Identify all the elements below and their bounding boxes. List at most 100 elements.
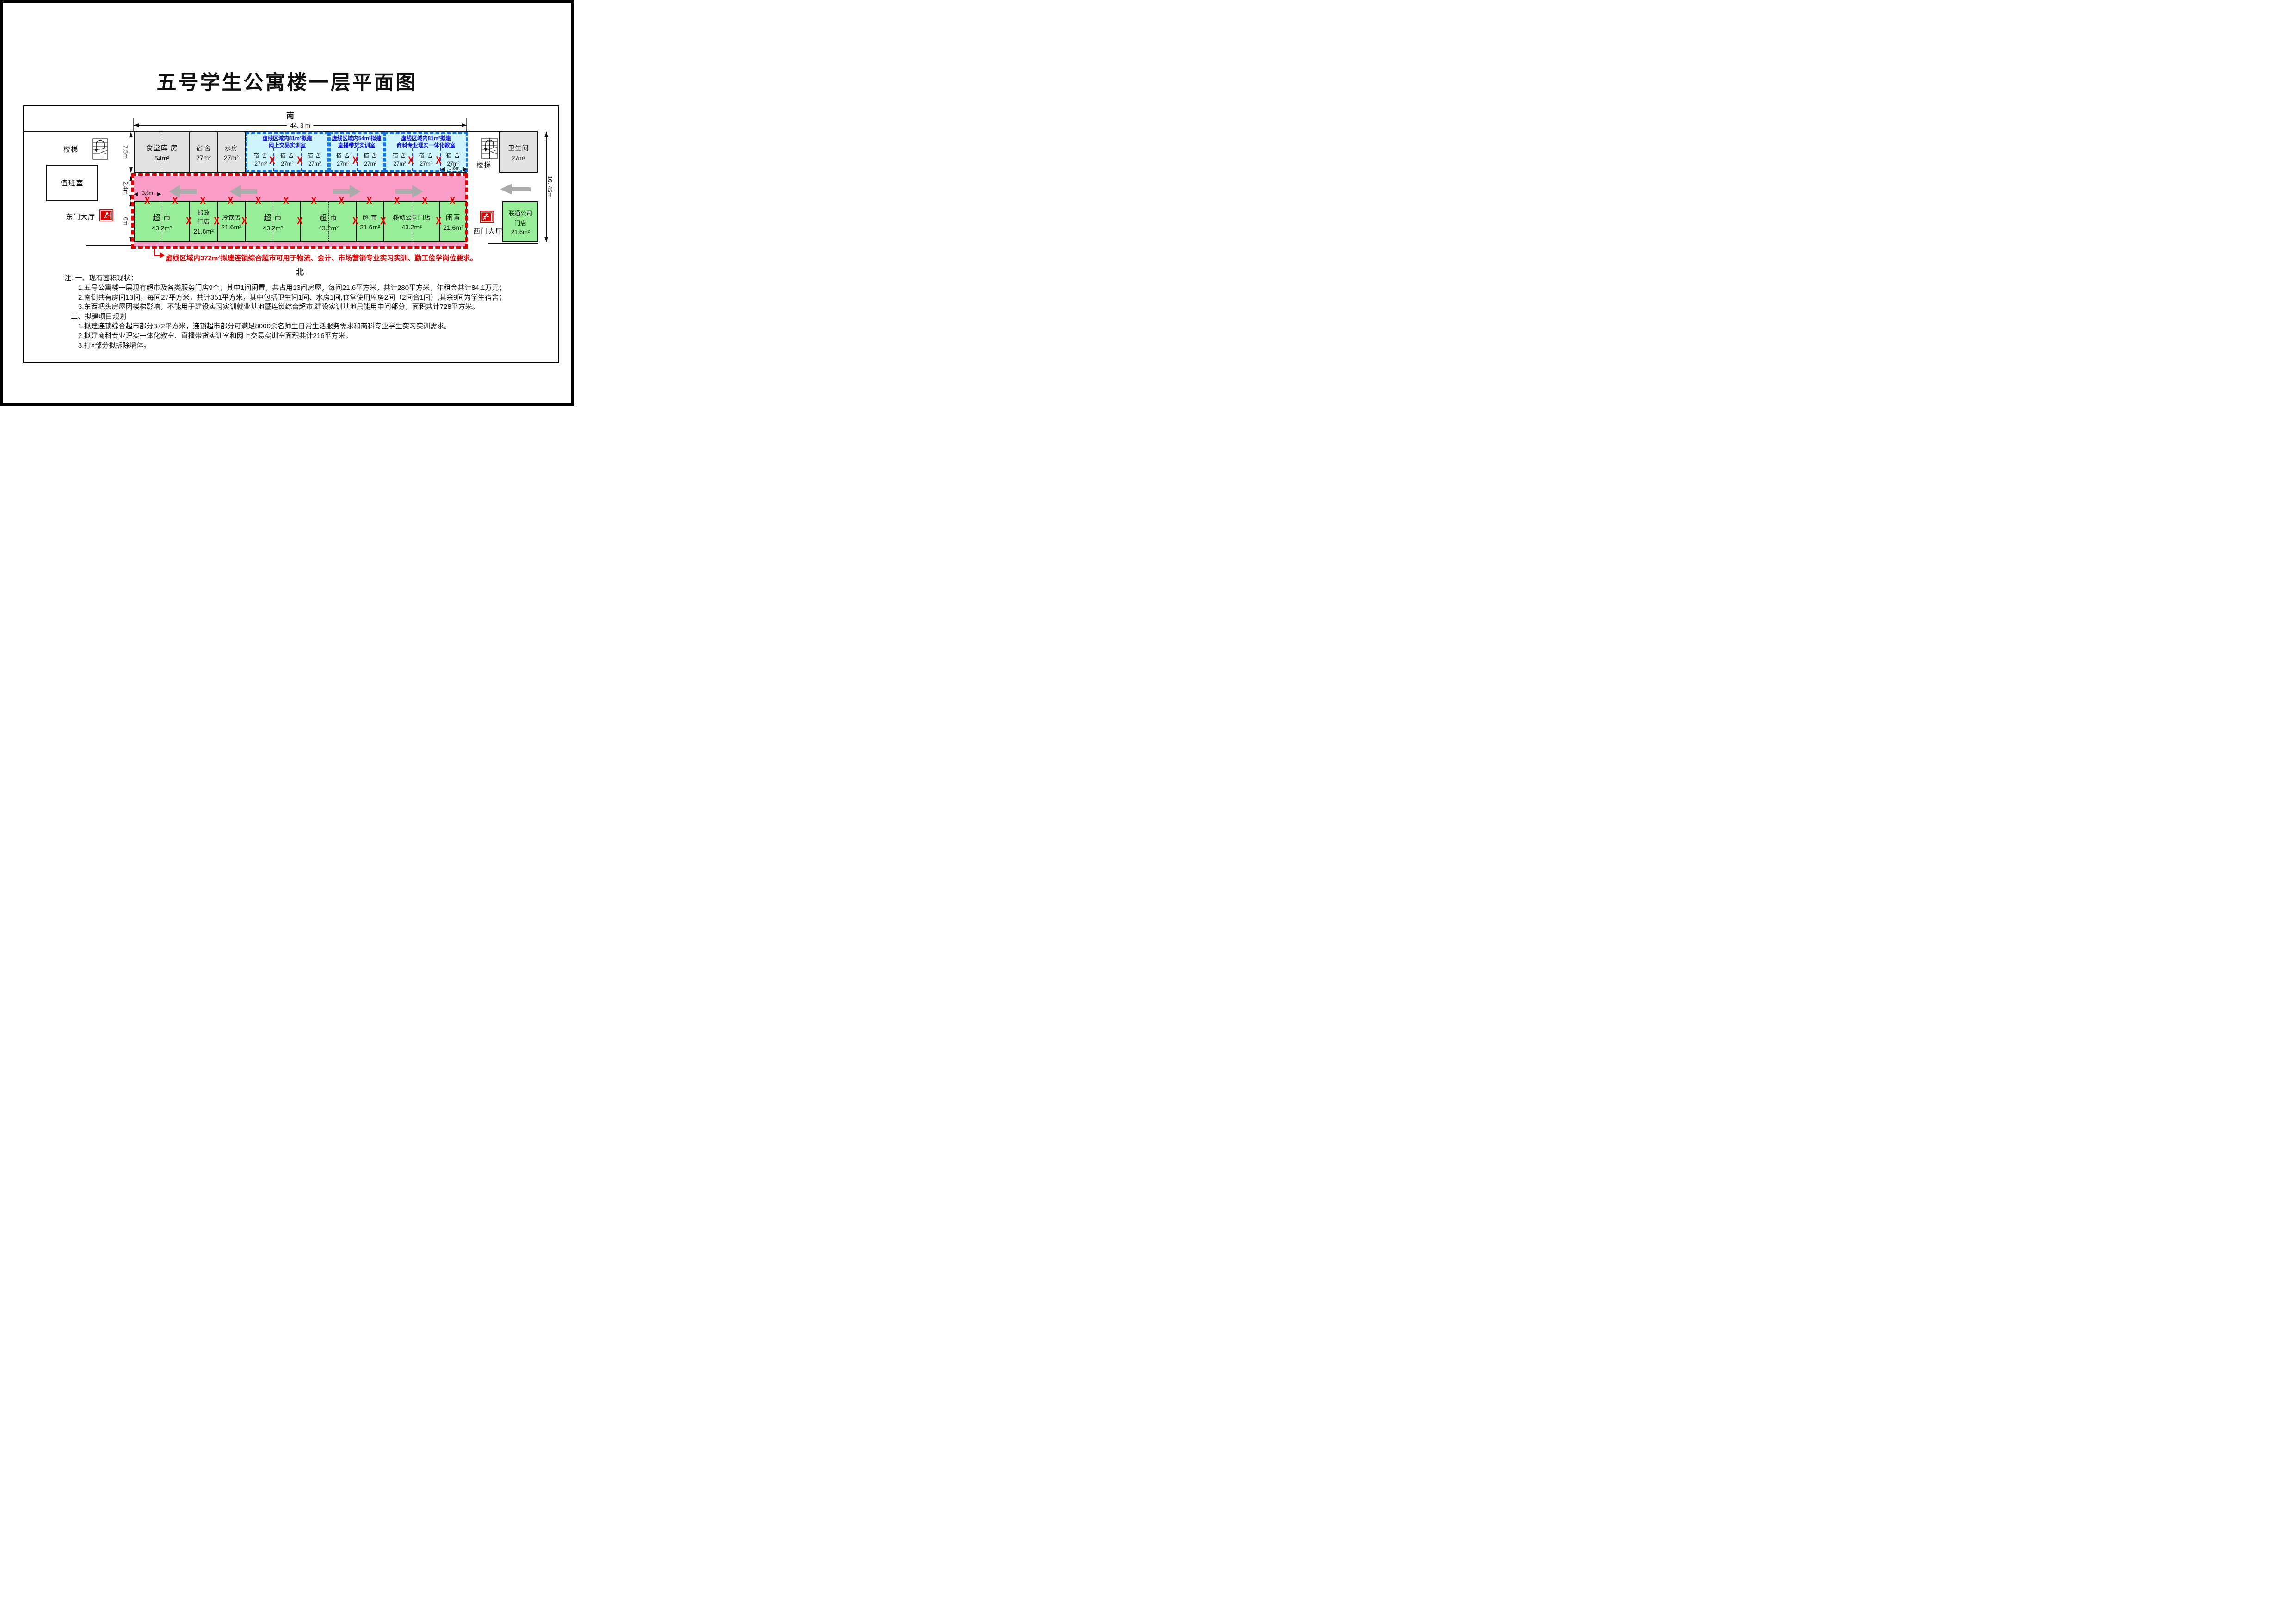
compass-south-label: 南 [286, 111, 294, 120]
dorm-room: 宿 舍 27m² [363, 152, 378, 167]
demolish-x-marker: X [172, 195, 178, 206]
shop-supermarket-1: 超 市 43.2m² [135, 202, 190, 241]
notes-line: 3.打×部分拟拆除墙体。 [78, 341, 151, 350]
stairs-icon [92, 138, 108, 160]
dimension-total-width-label: 44. 3 m [287, 122, 314, 129]
stairs-icon [481, 138, 498, 159]
demolish-x-marker: X [214, 215, 220, 227]
zone-label-line2: 商科专业理实一体化教室 [396, 142, 456, 148]
dorm-room: 宿 舍 27m² [253, 152, 268, 167]
demolish-x-marker: X [394, 195, 400, 206]
demolish-x-marker: X [186, 215, 192, 227]
toilet-area: 27m² [512, 154, 525, 161]
floor-plan-page: 五号学生公寓楼一层平面图 南 北 44. 3 m 7.5m 2.4m 6m 16… [0, 0, 574, 406]
proposed-supermarket-annotation: 虚线区域内372m²拟建连锁综合超市可用于物流、会计、市场营销专业实习实训、勤工… [166, 254, 477, 262]
shop-supermarket-4: 超 市 21.6m² [357, 202, 384, 241]
notes-line: 注: 一、现有面积现状： [64, 274, 138, 282]
toilet-label: 卫生间 [508, 144, 529, 152]
demolish-x-marker: X [380, 215, 386, 227]
south-room-row: 食堂库 房 54m² 宿 舍 27m² 水房 27m² 虚线区域内81m²拟建 … [134, 131, 468, 173]
shop-vacant: 闲置 21.6m² [443, 213, 463, 231]
room-water-room: 水房 27m² [218, 132, 246, 172]
notes-line: 1.拟建连锁综合超市部分372平方米，连锁超市部分可满足8000余名师生日常生活… [78, 322, 451, 330]
east-stairs-label: 楼梯 [63, 146, 79, 154]
notes-line: 1.五号公寓楼一层现有超市及各类服务门店9个，其中1间闲置，共占用13间房屋，每… [78, 283, 506, 292]
demolish-x-marker: X [352, 154, 358, 166]
demolish-x-marker: X [269, 154, 275, 166]
dorm-divider-dashed [301, 148, 302, 171]
demolish-x-marker: X [297, 215, 303, 227]
demolish-x-marker: X [255, 195, 261, 206]
dimension-shop-depth-label: 6m [122, 217, 130, 226]
west-hall-arrow-left-icon [500, 184, 531, 195]
emergency-exit-icon [99, 209, 113, 221]
dorm-room: 宿 舍 27m² [446, 152, 461, 167]
demolish-x-marker: X [450, 195, 456, 206]
demolish-x-marker: X [200, 195, 206, 206]
shop-mobile-company: 移动公司门店 43.2m² [384, 202, 440, 241]
demolish-x-marker: X [283, 195, 289, 206]
notes-line: 3.东西把头房屋因楼梯影响，不能用于建设实习实训就业基地暨连锁综合超市,建设实训… [78, 303, 479, 311]
toilet-room: 卫生间 27m² [499, 131, 538, 173]
zone-label-line2: 网上交易实训室 [268, 142, 306, 148]
demolish-x-marker: X [408, 154, 414, 166]
demolish-x-marker: X [352, 215, 358, 227]
demolish-x-marker: X [297, 154, 303, 166]
notes-block: 注: 一、现有面积现状： 1.五号公寓楼一层现有超市及各类服务门店9个，其中1间… [64, 274, 531, 351]
direction-arrow-left-icon [229, 185, 257, 198]
west-hall-label: 西门大厅 [473, 228, 503, 235]
page-title: 五号学生公寓楼一层平面图 [156, 72, 418, 94]
east-wing-wall-line [86, 245, 134, 246]
dimension-total-width: 44. 3 m [134, 122, 467, 129]
dorm-room: 宿 舍 27m² [336, 152, 351, 167]
notes-line: 2.南侧共有房间13间，每间27平方米，共计351平方米，其中包括卫生间1间、水… [78, 293, 506, 301]
emergency-exit-icon [480, 211, 494, 223]
demolish-x-marker: X [339, 195, 345, 206]
zone-label-line1: 虚线区域内81m²拟建 [401, 136, 451, 141]
dorm-room: 宿 舍 27m² [280, 152, 295, 167]
room-dorm-south: 宿 舍 27m² [190, 132, 218, 172]
dimension-unit-width-corridor: 3.6m [134, 191, 161, 197]
demolish-x-marker: X [144, 195, 150, 206]
direction-arrow-right-icon [395, 185, 423, 198]
demolish-x-marker: X [228, 195, 234, 206]
duty-room: 值班室 [46, 165, 98, 201]
unicom-shop: 联通公司 门店 21.6m² [502, 201, 538, 242]
dimension-corridor-depth-label: 2.4m [122, 181, 130, 195]
unicom-label-line1: 联通公司 [508, 209, 532, 217]
proposed-zone-livestream: 虚线区域内54m²拟建 直播带货实训室 宿 舍 27m² 宿 舍 27m² [329, 132, 384, 172]
compass-north-label: 北 [296, 268, 304, 277]
dimension-16-45-line [546, 132, 547, 242]
direction-arrow-right-icon [333, 185, 361, 198]
direction-arrow-left-icon [169, 185, 197, 198]
dorm-room: 宿 舍 27m² [392, 152, 407, 167]
demolish-x-marker: X [436, 154, 442, 166]
shop-post-office: 邮政 门店 21.6m² [190, 202, 218, 241]
zone-label-line1: 虚线区域内81m²拟建 [262, 136, 312, 141]
demolish-x-marker: X [311, 195, 317, 206]
demolish-x-marker: X [366, 195, 372, 206]
notes-line: 二、拟建项目规划 [71, 313, 127, 321]
notes-line: 2.拟建商科专业理实一体化教室、直播带货实训室和网上交易实训室面积共计216平方… [78, 332, 352, 340]
annotation-leader-line [154, 248, 155, 256]
dorm-room: 宿 舍 27m² [419, 152, 433, 167]
notes-prefix: 注: [64, 274, 74, 282]
shop-supermarket-3: 超 市 43.2m² [301, 202, 357, 241]
dim-ext-left [133, 118, 134, 131]
demolish-x-marker: X [436, 215, 442, 227]
west-wing-wall-line [488, 243, 538, 244]
zone-label-line2: 直播带货实训室 [338, 142, 376, 148]
dorm-divider-dashed [357, 148, 358, 171]
dorm-room: 宿 舍 27m² [307, 152, 322, 167]
duty-room-label: 值班室 [60, 179, 84, 187]
dimension-total-depth-label: 16. 45m [546, 176, 554, 197]
west-stairs-label: 楼梯 [476, 161, 492, 169]
shop-cold-drink: 冷饮店 21.6m² [218, 202, 246, 241]
unicom-label-line2: 门店 [514, 219, 526, 227]
room-canteen-storage: 食堂库 房 54m² [135, 132, 190, 172]
zone-label-line1: 虚线区域内54m²拟建 [332, 136, 382, 141]
unicom-area: 21.6m² [511, 228, 530, 235]
demolish-x-marker: X [422, 195, 428, 206]
annotation-leader-arrowhead [160, 252, 165, 258]
